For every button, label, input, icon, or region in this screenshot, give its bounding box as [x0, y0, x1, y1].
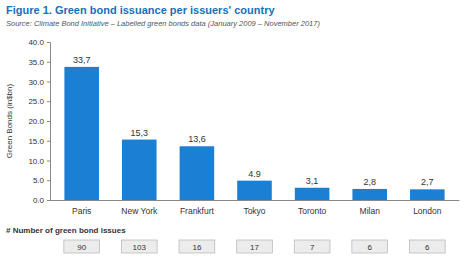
x-tick: Frankfurt	[180, 200, 215, 216]
y-tick: 25.0	[28, 97, 50, 106]
bar	[122, 140, 157, 200]
y-tick-mark	[47, 200, 50, 201]
y-tick-mark	[47, 42, 50, 43]
issue-box	[352, 240, 388, 253]
issue-box	[409, 240, 445, 253]
issue-box	[121, 240, 157, 253]
issues-title: # Number of green bond issues	[6, 226, 126, 235]
y-tick: 35.0	[28, 58, 50, 67]
bar	[180, 146, 215, 200]
issue-count: 16	[192, 243, 201, 252]
issue-count: 90	[77, 243, 86, 252]
y-tick-label: 20.0	[28, 117, 44, 126]
issue-count: 17	[250, 243, 259, 252]
data-label: 4.9	[248, 169, 261, 179]
subtitle: Source: Climate Bond Initiative – Labell…	[6, 19, 320, 28]
bar	[64, 67, 99, 200]
bar	[237, 181, 272, 200]
x-tick: Tokyo	[243, 200, 265, 216]
title: Figure 1. Green bond issuance per issuer…	[6, 4, 275, 16]
x-tick: Paris	[72, 200, 91, 216]
x-tick-label: Frankfurt	[180, 206, 215, 216]
issues: 90 103 16 17 7 6 6	[64, 240, 445, 253]
y-axis: 0.0 5.0 10.0 15.0 20.0 25.0 30.0 35.0 40.0	[28, 38, 50, 205]
y-tick: 40.0	[28, 38, 50, 47]
x-tick: Toronto	[298, 200, 327, 216]
x-axis-line	[51, 200, 460, 201]
y-tick-mark	[47, 141, 50, 142]
y-tick: 30.0	[28, 78, 50, 87]
y-tick: 0.0	[33, 196, 50, 205]
issue-count: 6	[425, 243, 430, 252]
y-tick: 10.0	[28, 157, 50, 166]
y-axis-title: Green Bonds (in$bn)	[5, 84, 14, 159]
x-tick-label: Milan	[360, 206, 381, 216]
x-axis: Paris New York Frankfurt Tokyo Toronto Milan L…	[51, 200, 460, 216]
y-tick-label: 15.0	[28, 137, 44, 146]
y-tick-label: 40.0	[28, 38, 44, 47]
issue-box	[237, 240, 273, 253]
x-tick-label: London	[413, 206, 442, 216]
x-tick: New York	[121, 200, 158, 216]
y-tick-label: 0.0	[33, 196, 45, 205]
chart: Figure 1. Green bond issuance per issuer…	[0, 0, 467, 272]
data-labels: 33,7 15,3 13,6 4.9 3,1 2,8 2,7	[73, 55, 434, 187]
y-tick: 20.0	[28, 117, 50, 126]
bar	[410, 189, 445, 200]
bar	[352, 189, 387, 200]
issue-box	[64, 240, 100, 253]
data-label: 2,8	[363, 177, 376, 187]
y-tick-mark	[47, 161, 50, 162]
y-tick-label: 10.0	[28, 157, 44, 166]
x-tick-label: Toronto	[298, 206, 327, 216]
y-tick-mark	[47, 121, 50, 122]
y-tick-mark	[47, 101, 50, 102]
y-axis-line	[47, 43, 51, 201]
y-tick-label: 35.0	[28, 58, 44, 67]
issue-box	[294, 240, 330, 253]
x-tick-label: Tokyo	[243, 206, 265, 216]
x-tick: Milan	[360, 200, 381, 216]
x-tick: London	[413, 200, 442, 216]
plot: 0.0 5.0 10.0 15.0 20.0 25.0 30.0 35.0 40.0 Paris N…	[28, 38, 459, 253]
issue-box	[179, 240, 215, 253]
y-tick: 5.0	[33, 176, 50, 185]
y-tick-mark	[47, 82, 50, 83]
y-tick-label: 5.0	[33, 176, 45, 185]
data-label: 13,6	[188, 134, 206, 144]
bars	[64, 67, 444, 200]
bar	[295, 188, 330, 200]
x-tick-label: Paris	[72, 206, 91, 216]
issue-count: 6	[367, 243, 372, 252]
y-tick-mark	[47, 62, 50, 63]
y-tick-label: 30.0	[28, 78, 44, 87]
issue-count: 103	[133, 243, 147, 252]
issue-count: 7	[310, 243, 315, 252]
data-label: 2,7	[421, 177, 434, 187]
y-tick-mark	[47, 180, 50, 181]
x-tick-label: New York	[121, 206, 158, 216]
data-label: 3,1	[306, 176, 319, 186]
data-label: 33,7	[73, 55, 91, 65]
y-tick-label: 25.0	[28, 97, 44, 106]
data-label: 15,3	[131, 128, 149, 138]
y-tick: 15.0	[28, 137, 50, 146]
